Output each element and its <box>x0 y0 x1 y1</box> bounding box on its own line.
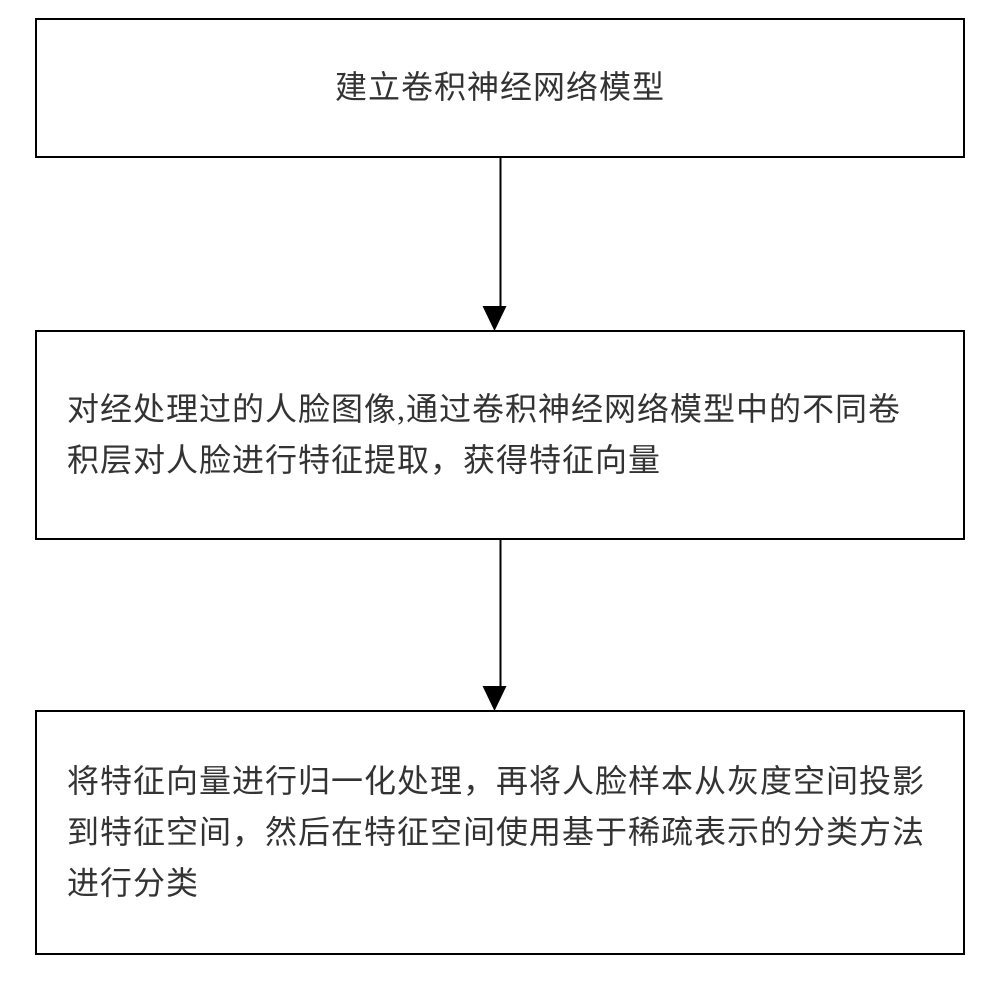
arrow-2 <box>494 540 507 711</box>
arrow-1 <box>494 158 507 331</box>
step-3-text: 将特征向量进行归一化处理，再将人脸样本从灰度空间投影到特征空间，然后在特征空间使… <box>67 756 933 910</box>
arrow-2-head <box>483 686 507 711</box>
arrow-2-line <box>499 540 501 686</box>
flowchart-container: 建立卷积神经网络模型 对经处理过的人脸图像,通过卷积神经网络模型中的不同卷积层对… <box>0 0 1000 996</box>
arrow-1-line <box>499 158 501 306</box>
flowchart-step-3: 将特征向量进行归一化处理，再将人脸样本从灰度空间投影到特征空间，然后在特征空间使… <box>35 710 965 955</box>
flowchart-step-2: 对经处理过的人脸图像,通过卷积神经网络模型中的不同卷积层对人脸进行特征提取，获得… <box>35 330 965 540</box>
step-2-text: 对经处理过的人脸图像,通过卷积神经网络模型中的不同卷积层对人脸进行特征提取，获得… <box>67 384 933 486</box>
step-1-text: 建立卷积神经网络模型 <box>335 62 665 113</box>
flowchart-step-1: 建立卷积神经网络模型 <box>35 18 965 158</box>
arrow-1-head <box>483 306 507 331</box>
